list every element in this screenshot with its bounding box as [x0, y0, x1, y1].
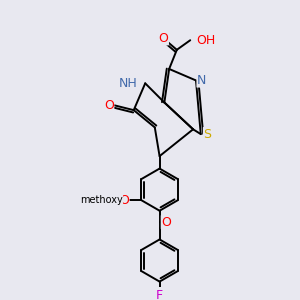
Text: O: O: [158, 32, 168, 45]
Text: O: O: [119, 194, 129, 207]
Text: NH: NH: [119, 77, 137, 90]
Text: OH: OH: [196, 34, 215, 47]
Text: N: N: [197, 74, 206, 87]
Text: S: S: [203, 128, 211, 141]
Text: O: O: [104, 99, 114, 112]
Text: F: F: [156, 289, 163, 300]
Text: methoxy: methoxy: [80, 195, 122, 205]
Text: O: O: [161, 216, 171, 229]
